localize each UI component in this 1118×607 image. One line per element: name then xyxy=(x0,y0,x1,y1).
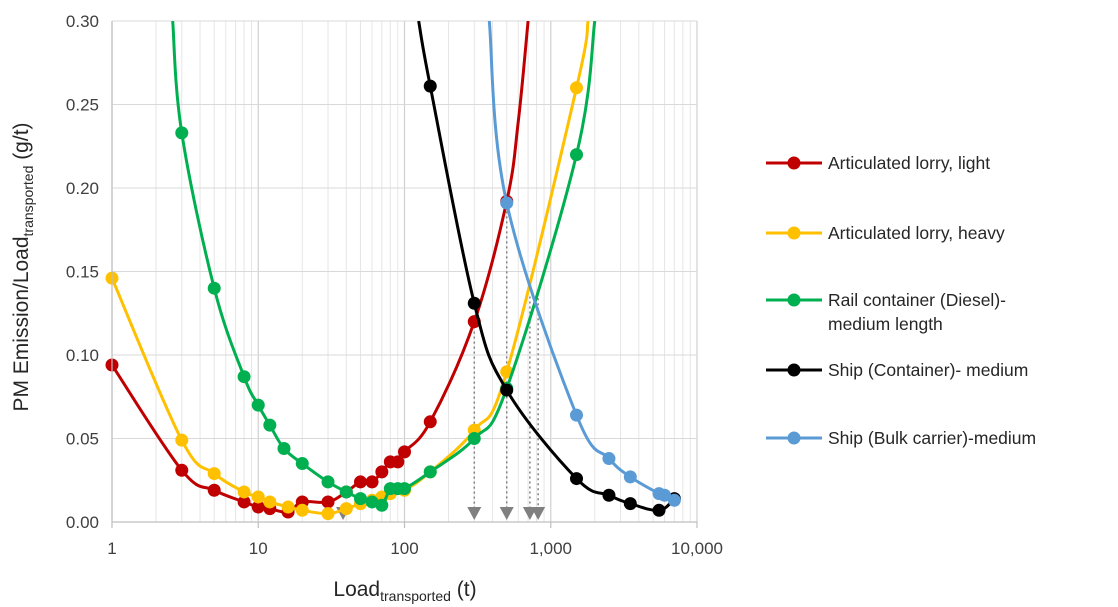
data-point xyxy=(500,196,514,210)
y-tick-label: 0.25 xyxy=(66,96,99,115)
data-point xyxy=(251,500,265,514)
data-point xyxy=(237,370,251,384)
legend-label-line: Ship (Bulk carrier)-medium xyxy=(828,428,1036,448)
series-4 xyxy=(487,21,681,507)
series-0 xyxy=(105,21,530,519)
data-point xyxy=(423,415,437,429)
data-point xyxy=(423,79,437,93)
y-tick-label: 0.10 xyxy=(66,346,99,365)
y-tick-label: 0.20 xyxy=(66,179,99,198)
data-point xyxy=(467,432,481,445)
data-point xyxy=(237,495,251,509)
data-point xyxy=(251,490,265,504)
data-point xyxy=(570,148,584,162)
legend-label: Ship (Bulk carrier)-medium xyxy=(828,428,1036,448)
data-point xyxy=(321,495,335,509)
data-point xyxy=(237,485,251,499)
reference-triangle xyxy=(499,507,514,520)
data-point xyxy=(658,488,672,502)
data-point xyxy=(175,126,189,140)
legend-item: Articulated lorry, light xyxy=(766,153,990,173)
x-tick-label: 1,000 xyxy=(529,539,572,558)
data-point xyxy=(570,408,584,422)
data-point xyxy=(398,445,411,459)
data-point xyxy=(365,495,379,509)
legend-label-line: Rail container (Diesel)- xyxy=(828,290,1006,310)
legend-label-line: Ship (Container)- medium xyxy=(828,360,1028,380)
data-point xyxy=(623,470,637,484)
data-point xyxy=(321,507,335,521)
data-point xyxy=(207,483,221,497)
data-point xyxy=(251,398,265,412)
data-point xyxy=(391,455,405,469)
data-point xyxy=(339,485,353,499)
data-point xyxy=(375,465,389,479)
data-point xyxy=(570,81,584,95)
x-tick-label: 100 xyxy=(390,539,418,558)
legend-swatch-marker xyxy=(787,293,801,307)
data-point xyxy=(667,493,681,507)
legend-label: Rail container (Diesel)- medium length xyxy=(828,290,1006,334)
data-point xyxy=(281,500,295,514)
x-tick-label: 10,000 xyxy=(671,539,723,558)
data-point xyxy=(175,463,189,477)
y-tick-label: 0.05 xyxy=(66,430,99,449)
data-point xyxy=(207,467,221,481)
data-point xyxy=(423,465,437,479)
y-tick-label: 0.15 xyxy=(66,263,99,282)
y-tick-label: 0.00 xyxy=(66,513,99,532)
data-point xyxy=(321,475,335,489)
legend-label: Ship (Container)- medium xyxy=(828,360,1028,380)
data-point xyxy=(467,296,481,310)
legend-swatch-marker xyxy=(787,363,801,377)
data-point xyxy=(339,502,353,516)
legend-item: Articulated lorry, heavy xyxy=(766,223,1005,243)
data-point xyxy=(570,472,584,486)
data-point xyxy=(602,488,616,502)
data-point xyxy=(277,442,291,456)
x-tick-label: 1 xyxy=(107,539,116,558)
data-point xyxy=(623,497,637,511)
x-axis-title: Loadtransported (t) xyxy=(333,578,476,604)
data-point xyxy=(500,383,514,397)
legend-label-line: Articulated lorry, light xyxy=(828,153,990,173)
legend-label-line: medium length xyxy=(828,314,943,334)
data-point xyxy=(295,503,309,517)
data-point xyxy=(263,418,277,432)
data-point xyxy=(365,475,379,489)
series-2 xyxy=(171,21,597,512)
y-tick-label: 0.30 xyxy=(66,12,99,31)
data-point xyxy=(398,482,411,496)
legend-item: Ship (Container)- medium xyxy=(766,360,1028,380)
reference-triangle xyxy=(467,507,482,520)
legend-item: Rail container (Diesel)- medium length xyxy=(766,290,1006,334)
data-point xyxy=(353,492,367,506)
data-point xyxy=(263,495,277,509)
y-axis-title: PM Emission/Loadtransported (g/t) xyxy=(10,122,36,411)
x-tick-label: 10 xyxy=(249,539,268,558)
data-point xyxy=(207,281,221,295)
data-point xyxy=(602,452,616,466)
legend-swatch-marker xyxy=(787,226,801,240)
data-point xyxy=(652,503,666,517)
legend-label: Articulated lorry, heavy xyxy=(828,223,1005,243)
reference-triangle xyxy=(531,507,546,520)
legend-swatch-marker xyxy=(787,431,801,445)
data-point xyxy=(375,498,389,512)
series-line xyxy=(417,21,676,512)
legend-label: Articulated lorry, light xyxy=(828,153,990,173)
data-point xyxy=(353,475,367,489)
series-line xyxy=(487,21,676,502)
legend: Articulated lorry, light Articulated lorr… xyxy=(766,153,1036,448)
axes: 1 10 100 1,000 10,000 0.00 0.05 0.10 0.15 0.20 0.2… xyxy=(66,12,723,558)
series-layer xyxy=(105,21,681,521)
data-point xyxy=(175,433,189,447)
reference-markers xyxy=(336,201,546,520)
legend-swatch-marker xyxy=(787,156,801,170)
legend-item: Ship (Bulk carrier)-medium xyxy=(766,428,1036,448)
legend-label-line: Articulated lorry, heavy xyxy=(828,223,1005,243)
data-point xyxy=(295,457,309,471)
series-3 xyxy=(417,21,681,517)
